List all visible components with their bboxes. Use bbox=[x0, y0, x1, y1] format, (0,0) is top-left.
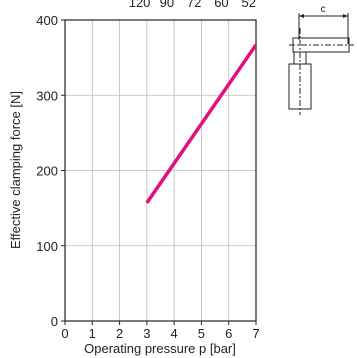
y-axis-label: Effective clamping force [N] bbox=[8, 91, 23, 249]
x-tick-label: 3 bbox=[143, 326, 150, 341]
x-tick-label: 5 bbox=[198, 326, 205, 341]
dimension-arrow-left bbox=[299, 14, 304, 18]
grid bbox=[65, 20, 256, 321]
series-line bbox=[145, 43, 258, 204]
y-tick-label: 400 bbox=[36, 13, 58, 28]
y-tick-label: 0 bbox=[51, 314, 58, 329]
y-tick-label: 100 bbox=[36, 239, 58, 254]
y-tick-label: 200 bbox=[36, 164, 58, 179]
x-tick-label: 0 bbox=[61, 326, 68, 341]
x-axis-label: Operating pressure p [bar] bbox=[84, 341, 236, 356]
dimension-arrow-right bbox=[343, 14, 348, 18]
top-tick-label: 120 bbox=[129, 0, 151, 10]
top-tick-label: 52 bbox=[241, 0, 255, 10]
x-tick-label: 6 bbox=[225, 326, 232, 341]
series bbox=[145, 43, 258, 204]
x-tick-label: 2 bbox=[116, 326, 123, 341]
x-tick-label: 1 bbox=[89, 326, 96, 341]
y-tick-label: 300 bbox=[36, 88, 58, 103]
top-tick-label: 72 bbox=[187, 0, 201, 10]
dimension-label: c bbox=[321, 4, 326, 15]
x-tick-label: 7 bbox=[252, 326, 259, 341]
clamp-diagram bbox=[288, 13, 354, 115]
top-tick-label: 60 bbox=[214, 0, 228, 10]
x-tick-label: 4 bbox=[171, 326, 178, 341]
top-tick-label: 90 bbox=[160, 0, 174, 10]
tick-labels: 0 1 2 3 4 5 6 7 0 100 200 300 400 120 90 72 60 52 bbox=[36, 0, 259, 341]
